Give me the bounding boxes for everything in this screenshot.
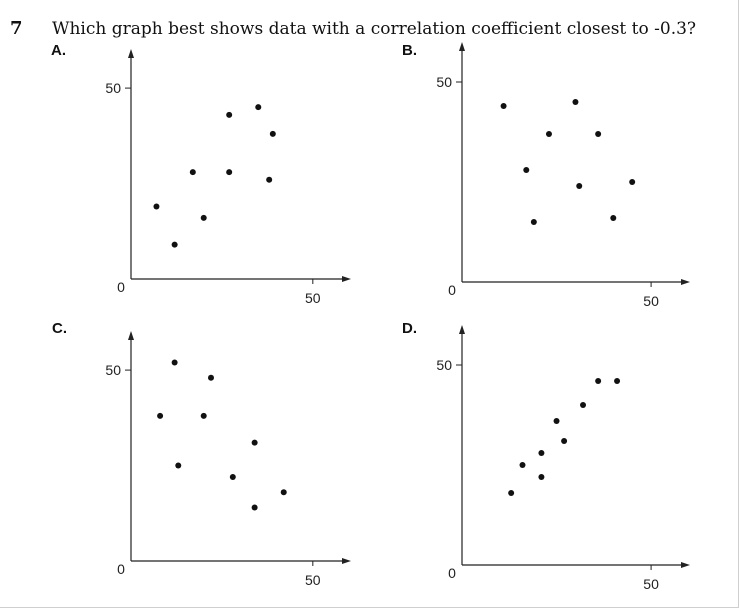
- data-point-c-0: [157, 412, 164, 419]
- x-tick-label-c-0: 50: [305, 572, 321, 588]
- x-axis-arrow-a: [342, 276, 351, 282]
- x-tick-label-b-0: 50: [643, 293, 659, 309]
- x-axis-arrow-c: [342, 558, 351, 564]
- y-axis-arrow-b: [459, 42, 465, 51]
- y-axis-arrow-a: [128, 49, 134, 58]
- origin-label-c: 0: [117, 561, 125, 577]
- x-axis-arrow-d: [681, 562, 690, 568]
- data-point-b-6: [595, 131, 602, 137]
- x-axis-arrow-b: [681, 279, 690, 285]
- data-point-a-8: [269, 130, 276, 137]
- data-point-c-6: [251, 504, 258, 511]
- data-point-c-1: [171, 359, 178, 366]
- data-point-b-8: [629, 179, 636, 185]
- data-point-b-5: [576, 183, 583, 189]
- origin-label-a: 0: [117, 279, 125, 295]
- data-point-d-0: [508, 490, 515, 496]
- data-point-a-0: [153, 203, 160, 210]
- data-point-a-3: [200, 214, 207, 221]
- data-point-d-1: [519, 462, 526, 468]
- option-label-b: B.: [402, 42, 417, 59]
- data-point-c-7: [251, 439, 258, 446]
- y-axis-arrow-d: [459, 325, 465, 334]
- y-tick-label-c-0: 50: [105, 362, 121, 378]
- data-point-a-4: [226, 169, 233, 176]
- data-point-b-3: [545, 131, 552, 137]
- data-point-d-3: [538, 450, 545, 456]
- data-point-d-8: [614, 378, 621, 384]
- y-axis-arrow-c: [128, 331, 134, 340]
- data-point-b-7: [610, 215, 617, 221]
- data-point-a-6: [255, 104, 262, 111]
- data-point-a-5: [226, 111, 233, 118]
- data-point-c-8: [280, 489, 287, 496]
- option-label-a: A.: [51, 42, 66, 59]
- data-point-b-4: [572, 99, 579, 105]
- y-tick-label-d-0: 50: [436, 357, 452, 373]
- question-number: 7: [10, 18, 23, 39]
- origin-label-b: 0: [448, 282, 456, 298]
- data-point-d-4: [553, 418, 560, 424]
- data-point-a-1: [171, 241, 178, 248]
- x-tick-label-d-0: 50: [643, 576, 659, 592]
- origin-label-d: 0: [448, 565, 456, 581]
- option-label-d: D.: [402, 320, 417, 337]
- data-point-d-2: [538, 474, 545, 480]
- data-point-b-1: [523, 167, 530, 173]
- data-point-d-6: [580, 402, 587, 408]
- data-point-a-2: [189, 169, 196, 176]
- y-tick-label-b-0: 50: [436, 74, 452, 90]
- data-point-c-5: [229, 474, 236, 480]
- data-point-c-4: [208, 374, 214, 381]
- data-point-d-7: [595, 378, 602, 384]
- data-point-d-5: [561, 438, 568, 444]
- data-point-a-7: [266, 176, 273, 183]
- data-point-c-3: [200, 412, 207, 419]
- y-tick-label-a-0: 50: [105, 80, 121, 96]
- data-point-b-0: [500, 103, 507, 109]
- data-point-b-2: [530, 219, 537, 225]
- question-text: Which graph best shows data with a corre…: [52, 19, 697, 39]
- option-label-c: C.: [52, 320, 67, 337]
- x-tick-label-a-0: 50: [305, 290, 321, 306]
- data-point-c-2: [175, 462, 182, 469]
